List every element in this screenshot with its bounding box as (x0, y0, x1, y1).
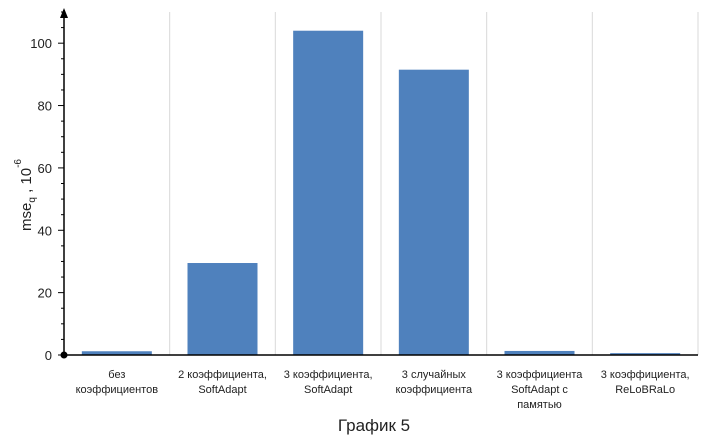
axes (58, 8, 698, 359)
bar (293, 30, 364, 355)
bar (610, 353, 681, 355)
x-category-label: без коэффициентов (76, 369, 159, 396)
chart-title: График 5 (338, 416, 410, 435)
bar (187, 263, 258, 355)
x-category-labels: без коэффициентов 2 коэффициента, SoftAdapt… (76, 369, 690, 411)
y-tick-label: 60 (38, 161, 52, 176)
y-tick-label: 20 (38, 286, 52, 301)
y-axis-arrow (60, 8, 68, 18)
grid-lines (169, 12, 699, 355)
y-tick-label: 0 (45, 348, 52, 363)
x-category-label: 2 коэффициента, SoftAdapt (178, 369, 267, 396)
bar (81, 351, 152, 355)
y-tick-label: 40 (38, 223, 52, 238)
bar (398, 69, 469, 355)
x-category-label: 3 коэффициента SoftAdapt с памятью (497, 369, 584, 411)
y-axis-label: mseq , 10-6 (13, 159, 38, 231)
x-category-label: 3 коэффициента, SoftAdapt (284, 369, 373, 396)
y-tick-label: 100 (30, 36, 52, 51)
x-category-label: 3 коэффициента, ReLoBRaLo (601, 369, 690, 396)
y-tick-label: 80 (38, 99, 52, 114)
y-tick-labels: 0 20 40 60 80 100 (30, 36, 52, 363)
bars (81, 30, 681, 355)
bar (504, 350, 575, 355)
x-category-label: 3 случайных коэффициента (396, 369, 473, 396)
